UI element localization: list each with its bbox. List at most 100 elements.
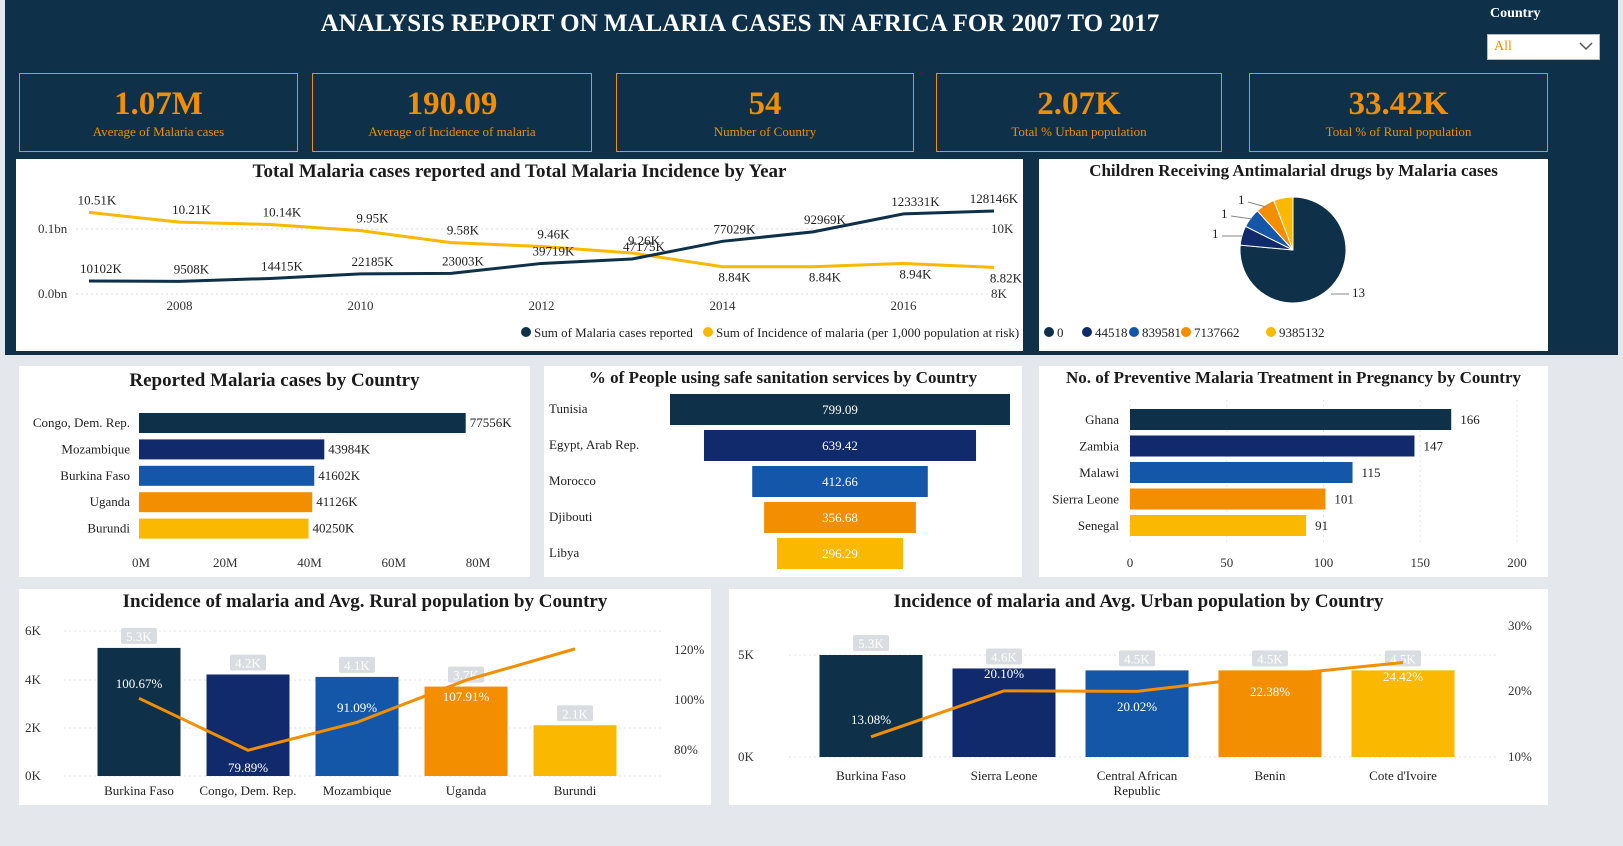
sanitation-funnel-chart: Tunisia 799.09 Egypt, Arab Rep. 639.42 Moroc… — [549, 394, 1010, 569]
year-line-chart-panel: Total Malaria cases reported and Total M… — [16, 159, 1023, 351]
bar — [139, 439, 325, 460]
y-right-tick: 120% — [674, 642, 705, 657]
line-data-label: 20.10% — [984, 666, 1024, 681]
y-right-tick: 10K — [991, 221, 1014, 236]
bar — [315, 676, 399, 776]
line-data-label: 22.38% — [1250, 684, 1290, 699]
line-data-label: 13.08% — [851, 712, 891, 727]
bar-data-label: 5.3K — [126, 629, 152, 644]
incidence-data-label: 8.82K — [990, 270, 1023, 285]
chart-title: No. of Preventive Malaria Treatment in P… — [1065, 368, 1521, 387]
funnel-category-label: Tunisia — [549, 401, 588, 416]
bar-category-label: Uganda — [446, 783, 487, 798]
legend-marker — [1044, 327, 1054, 337]
legend-label: 9385132 — [1279, 325, 1325, 340]
cases-data-label: 128146K — [970, 191, 1019, 206]
pie-data-label: 13 — [1352, 285, 1365, 300]
pie-data-label: 1 — [1212, 226, 1219, 241]
funnel-data-label: 296.29 — [822, 546, 858, 561]
bar — [1130, 462, 1353, 483]
funnel-bar — [764, 502, 916, 533]
reported-cases-bar-panel: Reported Malaria cases by Country Congo,… — [19, 366, 530, 577]
bar-data-label: 2.1K — [562, 706, 588, 721]
kpi-label: Total % of Rural population — [1325, 124, 1472, 139]
page-title: ANALYSIS REPORT ON MALARIA CASES IN AFRI… — [320, 10, 1160, 37]
funnel-data-label: 412.66 — [822, 474, 858, 489]
rural-combo-panel: Incidence of malaria and Avg. Rural popu… — [19, 589, 711, 805]
cases-data-label: 23003K — [442, 253, 485, 268]
bar-label-background — [230, 654, 266, 671]
x-tick: 60M — [381, 555, 406, 570]
kpi-value: 54 — [748, 86, 782, 122]
country-slicer[interactable]: All — [1487, 34, 1600, 60]
line-series — [870, 661, 1404, 739]
rural-combo-chart: 0K 2K 4K 6K 80% 100% 120% 5.3K Burkina Faso 4.2K C… — [25, 623, 705, 798]
bar-category-label: Mozambique — [323, 783, 392, 798]
bar-category-label: Benin — [1254, 768, 1286, 783]
bar — [1130, 488, 1326, 510]
x-tick: 2008 — [167, 298, 193, 313]
incidence-data-label: 10.14K — [263, 204, 302, 219]
bar — [819, 655, 923, 757]
bar-data-label: 4.1K — [344, 658, 370, 673]
y-right-tick: 100% — [674, 692, 705, 707]
y-left-tick: 0K — [25, 768, 42, 783]
chart-title: Children Receiving Antimalarial drugs by… — [1089, 161, 1498, 180]
incidence-data-label: 8.84K — [809, 270, 842, 285]
bar-label-background — [853, 635, 889, 651]
incidence-data-label: 9.46K — [537, 227, 570, 242]
legend-label: 0 — [1057, 325, 1064, 340]
incidence-data-label: 9.26K — [628, 233, 661, 248]
chart-title: Incidence of malaria and Avg. Rural popu… — [122, 591, 608, 612]
x-tick: 50 — [1220, 555, 1233, 570]
leader-line — [1247, 201, 1267, 208]
kpi-card-country-count: 54 Number of Country — [616, 73, 914, 152]
bar — [952, 668, 1056, 757]
leader-line — [1230, 215, 1253, 220]
bar-label-background — [1252, 650, 1288, 667]
y-left-tick: 0K — [738, 749, 755, 764]
bar-data-label: 77556K — [470, 415, 513, 430]
bar-data-label: 40250K — [313, 521, 356, 536]
bar-category-label: Burkina Faso — [60, 468, 130, 483]
chart-title: Reported Malaria cases by Country — [129, 370, 420, 391]
sanitation-funnel-panel: % of People using safe sanitation servic… — [544, 366, 1022, 577]
cases-data-label: 47175K — [623, 239, 666, 254]
bar-category-label: Sierra Leone — [1052, 492, 1119, 507]
bar-category-label: Burundi — [554, 783, 597, 798]
bar — [1218, 670, 1322, 757]
bar-data-label: 5.3K — [858, 636, 884, 651]
kpi-card-avg-incidence: 190.09 Average of Incidence of malaria — [312, 73, 592, 152]
country-slicer-label: Country — [1490, 6, 1541, 21]
urban-combo-chart: 0K 5K 10% 20% 30% 5.3K Burkina Faso 4.6K Sierra … — [738, 618, 1532, 798]
cases-data-label: 39719K — [533, 243, 576, 258]
bar-category-label: Burkina Faso — [836, 768, 906, 783]
bar-data-label: 147 — [1423, 439, 1443, 454]
funnel-category-label: Libya — [549, 545, 580, 560]
bar — [139, 465, 315, 486]
legend-marker — [703, 327, 713, 337]
bar — [533, 725, 617, 776]
funnel-data-label: 356.68 — [822, 510, 858, 525]
bar-label-background — [557, 705, 593, 722]
incidence-data-label: 8.84K — [718, 270, 751, 285]
cases-data-label: 77029K — [714, 221, 757, 236]
funnel-bar — [670, 394, 1010, 425]
x-tick: 0M — [132, 555, 151, 570]
chevron-down-icon — [1579, 42, 1593, 51]
funnel-bar — [752, 466, 928, 497]
cases-data-label: 123331K — [891, 194, 940, 209]
y-left-tick: 0.0bn — [38, 286, 68, 301]
x-tick: 150 — [1411, 555, 1431, 570]
bar-category-label: Senegal — [1078, 518, 1120, 533]
bar-label-background — [339, 656, 375, 673]
line-data-label: 107.91% — [443, 689, 490, 704]
cases-data-label: 22185K — [352, 254, 395, 269]
bar-data-label: 4.2K — [235, 656, 261, 671]
legend-label: Sum of Incidence of malaria (per 1,000 p… — [716, 325, 1019, 340]
bar — [1130, 515, 1307, 536]
legend-marker — [1129, 327, 1139, 337]
bar-category-label: Burundi — [87, 521, 130, 536]
bar — [139, 518, 309, 539]
